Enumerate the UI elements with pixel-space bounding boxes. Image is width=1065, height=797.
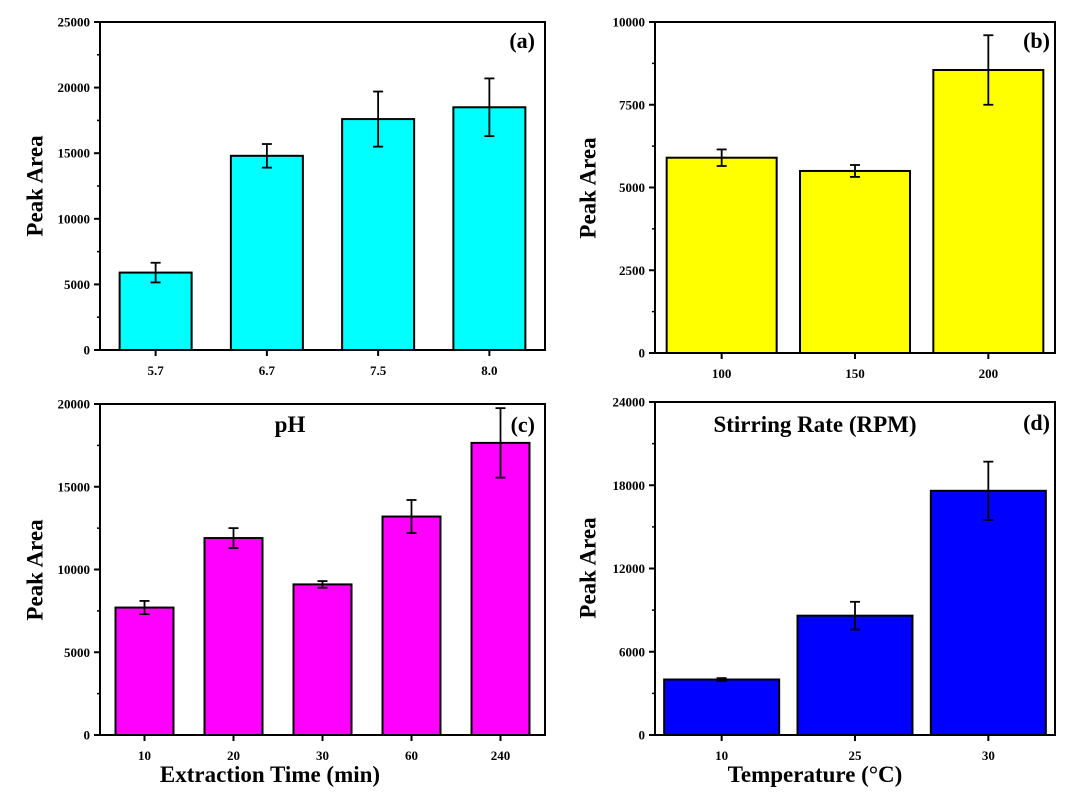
x-tick-label: 5.7: [148, 363, 165, 378]
bar: [663, 678, 781, 736]
y-tick-label: 0: [84, 343, 91, 358]
y-tick-label: 12000: [613, 561, 646, 576]
x-tick-label: 10: [138, 748, 151, 763]
plot-frame: [654, 401, 1056, 736]
error-bar: [150, 261, 161, 284]
x-axis-title: pH: [275, 412, 306, 437]
plot-frame: [99, 403, 546, 736]
y-tick-label: 10000: [58, 562, 91, 577]
y-tick-label: 10000: [58, 211, 91, 226]
y-tick-label: 0: [84, 728, 91, 743]
plot-frame: [99, 21, 546, 351]
bar: [932, 68, 1045, 355]
error-bar: [716, 148, 727, 167]
plot-frame: [654, 21, 1056, 354]
error-bar: [317, 580, 328, 589]
bar: [292, 583, 353, 737]
x-tick-label: 7.5: [370, 363, 387, 378]
y-tick-label: 15000: [58, 479, 91, 494]
y-tick-label: 25000: [58, 15, 91, 30]
x-tick-label: 60: [405, 748, 418, 763]
error-bar: [495, 407, 506, 479]
chart-panel-2: 100 150 200 0 2500 5000 7500 10000 Stirring Rate…: [576, 15, 1056, 437]
panel-label: (b): [1023, 28, 1050, 53]
bar: [796, 614, 914, 736]
bar: [381, 515, 442, 736]
error-bar: [406, 499, 417, 534]
x-axis-title: Stirring Rate (RPM): [713, 412, 916, 437]
bar: [341, 118, 416, 351]
error-bar: [139, 600, 150, 616]
x-axis-title: Temperature (°C): [728, 762, 903, 787]
chart-panel-3: 10 20 30 60 240 0 5000 10000 15000 20000 Extractio…: [23, 397, 546, 787]
error-bar: [983, 460, 994, 521]
bar: [114, 606, 175, 736]
y-tick-label: 5000: [619, 180, 645, 195]
y-tick-label: 0: [639, 346, 646, 361]
x-tick-label: 30: [316, 748, 329, 763]
y-tick-label: 20000: [58, 80, 91, 95]
panel-label: (c): [511, 412, 535, 437]
bar: [229, 154, 304, 351]
x-axis-title: Extraction Time (min): [160, 762, 380, 787]
x-tick-label: 20: [227, 748, 240, 763]
y-axis-title: Peak Area: [23, 519, 48, 621]
error-bar: [373, 90, 384, 148]
y-tick-label: 2500: [619, 263, 645, 278]
x-tick-label: 30: [982, 748, 995, 763]
y-tick-label: 0: [639, 728, 646, 743]
chart-panel-4: 10 25 30 0 6000 12000 18000 24000 Temperature (°…: [576, 395, 1056, 787]
chart-panel-1: 5.7 6.7 7.5 8.0 0 5000 10000 15000 20000 25000 pH P…: [23, 15, 546, 437]
x-tick-label: 25: [849, 748, 863, 763]
error-bar: [983, 34, 994, 106]
bar: [452, 106, 527, 351]
y-tick-label: 20000: [58, 397, 91, 412]
bar: [929, 489, 1047, 736]
x-tick-label: 240: [491, 748, 511, 763]
panel-label: (d): [1023, 410, 1050, 435]
y-tick-label: 10000: [613, 15, 646, 30]
x-tick-label: 10: [715, 748, 728, 763]
error-bar: [228, 527, 239, 549]
x-tick-label: 6.7: [259, 363, 276, 378]
error-bar: [716, 677, 727, 682]
y-axis-title: Peak Area: [576, 137, 601, 239]
y-tick-label: 7500: [619, 97, 645, 112]
error-bar: [850, 164, 860, 178]
bar: [470, 441, 531, 736]
x-tick-label: 200: [979, 366, 999, 381]
bar: [665, 156, 778, 354]
panel-label: (a): [509, 28, 535, 53]
y-tick-label: 18000: [613, 478, 646, 493]
y-tick-label: 15000: [58, 146, 91, 161]
y-tick-label: 5000: [64, 277, 90, 292]
bar: [203, 537, 264, 736]
x-tick-label: 150: [845, 366, 865, 381]
error-bar: [850, 600, 860, 631]
error-bar: [484, 77, 495, 138]
y-tick-label: 5000: [64, 645, 90, 660]
bar: [799, 169, 911, 354]
x-tick-label: 8.0: [481, 363, 497, 378]
y-tick-label: 6000: [619, 644, 645, 659]
bar: [118, 271, 193, 352]
y-axis-title: Peak Area: [23, 135, 48, 237]
error-bar: [261, 143, 272, 169]
y-tick-label: 24000: [613, 395, 646, 410]
x-tick-label: 100: [712, 366, 732, 381]
y-axis-title: Peak Area: [576, 517, 601, 619]
